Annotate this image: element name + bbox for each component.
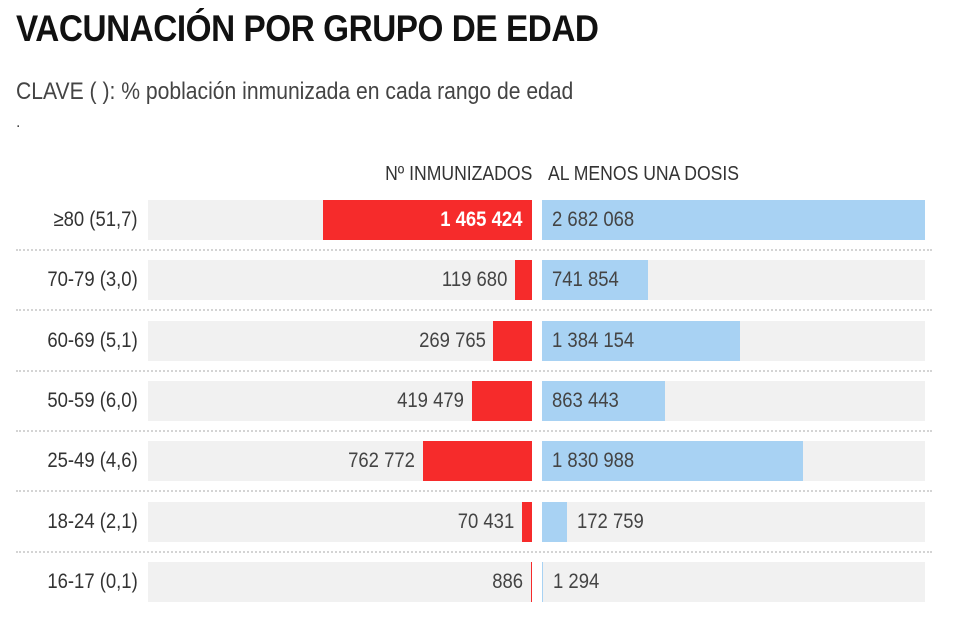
row-separator (16, 369, 932, 372)
one-dose-value-label: 741 854 (552, 268, 619, 292)
category-label: ≥80 (51,7) (53, 208, 138, 231)
immunized-bar (322, 200, 532, 240)
one-dose-bar (542, 260, 648, 301)
immunized-value-label: 762 772 (348, 449, 416, 473)
chart-row: 25-49 (4,6) 762 772 1 830 988 (0, 441, 960, 501)
row-separator (16, 249, 932, 251)
category-label: 16-17 (0,1) (47, 569, 138, 593)
row-separator (16, 490, 932, 493)
immunized-track: 1 465 424 (148, 200, 532, 240)
immunized-value-label: 269 765 (418, 328, 486, 352)
one-dose-bar (542, 441, 804, 482)
category-label: 50-59 (6,0) (47, 388, 138, 412)
immunized-value-label: 70 431 (457, 509, 514, 533)
one-dose-bar (542, 380, 666, 421)
one-dose-value-label: 863 443 (552, 388, 619, 412)
immunized-bar (472, 380, 532, 421)
one-dose-value-label: 1 294 (553, 569, 600, 593)
one-dose-track: 1 830 988 (542, 441, 925, 482)
one-dose-bar (542, 561, 543, 602)
category-label: 60-69 (5,1) (47, 328, 138, 352)
category-label: 18-24 (2,1) (47, 509, 138, 533)
immunized-track: 119 680 (148, 260, 532, 301)
immunized-track: 70 431 (148, 501, 532, 542)
chart-row: 50-59 (6,0) 419 479 863 443 (0, 380, 960, 441)
immunized-track: 419 479 (148, 380, 532, 421)
chart-subtitle: CLAVE ( ): % población inmunizada en cad… (16, 78, 574, 105)
one-dose-track: 1 384 154 (542, 320, 925, 361)
immunized-bar (514, 260, 532, 301)
immunized-bar (493, 320, 532, 361)
one-dose-value-label: 1 830 988 (552, 449, 635, 473)
chart-row: 16-17 (0,1) 886 1 294 (0, 561, 960, 622)
one-dose-value-label: 1 384 154 (552, 328, 635, 352)
one-dose-track: 863 443 (542, 380, 925, 421)
one-dose-track: 2 682 068 (542, 200, 925, 240)
chart-row: ≥80 (51,7) 1 465 424 2 682 068 (0, 200, 960, 260)
chart-row: 18-24 (2,1) 70 431 172 759 (0, 501, 960, 562)
column-header-one-dose: AL MENOS UNA DOSIS (548, 163, 740, 185)
row-separator (16, 429, 932, 432)
one-dose-value-label: 2 682 068 (552, 208, 635, 231)
one-dose-track: 1 294 (542, 561, 925, 602)
immunized-value-label: 886 (492, 569, 523, 593)
immunized-value-label: 419 479 (397, 388, 465, 412)
chart-row: 60-69 (5,1) 269 765 1 384 154 (0, 320, 960, 381)
one-dose-bar (542, 320, 740, 361)
row-separator (16, 309, 932, 312)
category-label: 70-79 (3,0) (47, 268, 138, 292)
immunized-bar (531, 561, 532, 602)
one-dose-bar (542, 501, 567, 542)
one-dose-value-label: 172 759 (576, 509, 644, 533)
one-dose-bar (542, 200, 925, 240)
immunized-value-label: 119 680 (441, 268, 507, 292)
immunized-track: 269 765 (148, 320, 532, 361)
chart-row: 70-79 (3,0) 119 680 741 854 (0, 260, 960, 320)
row-separator (16, 550, 932, 553)
one-dose-track: 741 854 (542, 260, 925, 301)
immunized-bar (521, 501, 532, 542)
immunized-track: 762 772 (148, 441, 532, 482)
immunized-value-label: 1 465 424 (439, 208, 522, 231)
category-label: 25-49 (4,6) (47, 449, 138, 473)
chart-title: VACUNACIÓN POR GRUPO DE EDAD (16, 8, 599, 49)
column-header-immunized: Nº INMUNIZADOS (384, 163, 532, 185)
chart-note: . (16, 114, 21, 131)
one-dose-track: 172 759 (542, 501, 925, 542)
immunized-track: 886 (148, 561, 532, 602)
immunized-bar (423, 441, 532, 482)
